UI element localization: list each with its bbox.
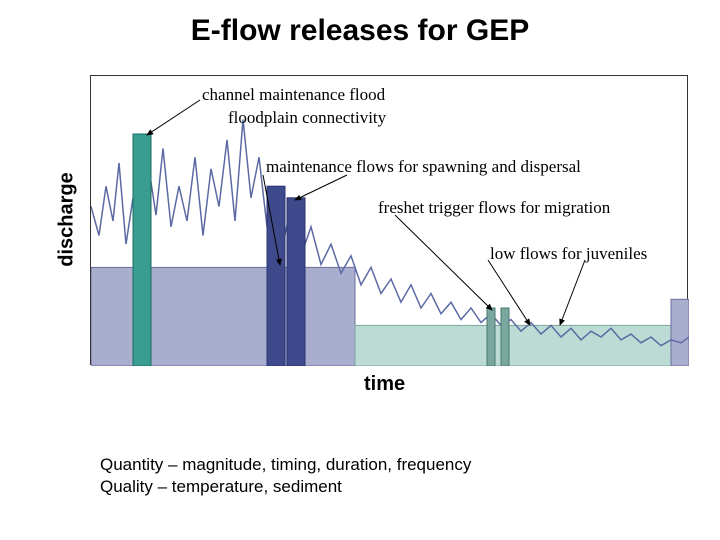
chart-area <box>90 75 688 365</box>
x-axis-label: time <box>364 373 405 396</box>
page-title: E-flow releases for GEP <box>0 14 720 48</box>
y-axis-label: discharge <box>56 172 79 266</box>
annotation-maintenance: maintenance flows for spawning and dispe… <box>266 157 581 177</box>
annotation-channel-flood: channel maintenance flood <box>202 85 385 105</box>
annotation-lowflows: low flows for juveniles <box>490 244 647 264</box>
annotation-floodplain: floodplain connectivity <box>228 108 386 128</box>
chart-svg <box>91 76 689 366</box>
footer-line2: Quality – temperature, sediment <box>100 477 342 497</box>
annotation-freshet: freshet trigger flows for migration <box>378 198 610 218</box>
footer-line1: Quantity – magnitude, timing, duration, … <box>100 455 471 475</box>
